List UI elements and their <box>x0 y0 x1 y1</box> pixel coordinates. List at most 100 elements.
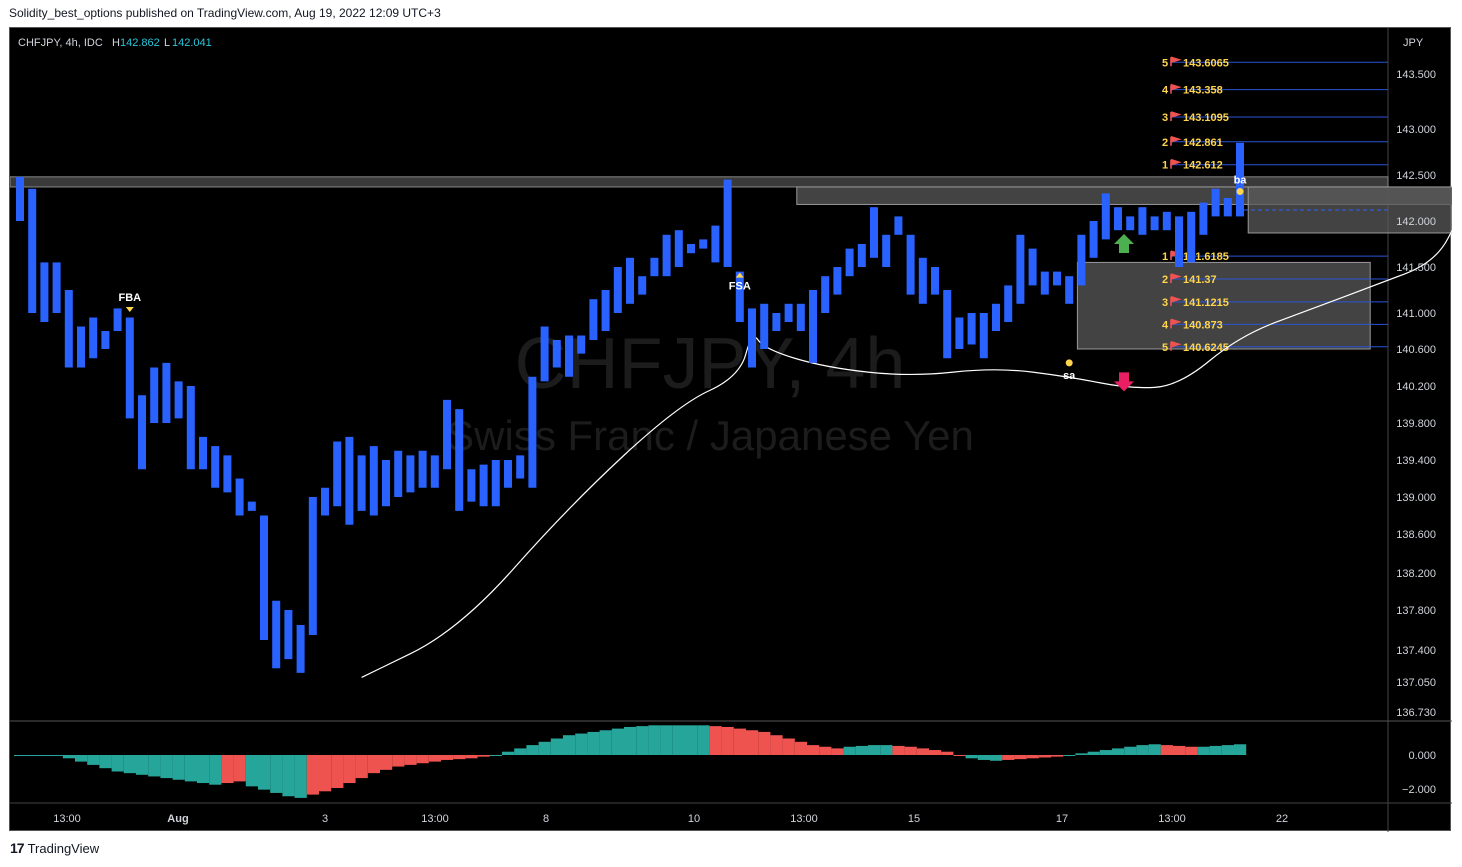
triangle-up-icon <box>735 272 744 278</box>
symbol-label: CHFJPY, 4h, IDC <box>18 37 103 49</box>
oscillator-bar <box>136 755 149 775</box>
price-bar <box>845 248 854 277</box>
high-label: H <box>112 37 120 49</box>
footer-brand: TradingView <box>27 840 100 856</box>
level-value-below-2: 141.1215 <box>1183 297 1229 309</box>
level-number-above-2: 3 <box>1162 112 1168 124</box>
level-number-below-0: 1 <box>1162 251 1168 263</box>
level-number-below-1: 2 <box>1162 274 1168 286</box>
y-tick-label: 140.600 <box>1396 344 1436 356</box>
annotation-label-1: FSA <box>729 281 751 293</box>
price-bar <box>748 308 756 368</box>
price-bar <box>613 267 622 313</box>
oscillator-bar <box>660 725 673 755</box>
price-bar <box>1089 221 1098 258</box>
price-bar <box>443 399 451 470</box>
price-bar <box>528 376 537 488</box>
zones-layer <box>10 176 1452 350</box>
price-bar <box>760 303 769 349</box>
oscillator-bar <box>355 755 368 779</box>
oscillator-bar <box>807 745 820 755</box>
price-bar <box>113 308 122 331</box>
oscillator-bar <box>819 746 832 755</box>
oscillator-bar <box>709 726 722 755</box>
oscillator-bar <box>794 741 807 755</box>
oscillator-bar <box>50 755 63 756</box>
price-bar <box>979 313 988 359</box>
price-bar <box>418 450 427 488</box>
footer[interactable]: 17 TradingView <box>10 840 99 856</box>
resistance-band <box>10 176 1389 188</box>
price-bar <box>735 271 744 322</box>
osc-tick-label: 0.000 <box>1408 750 1436 762</box>
price-bar <box>882 234 891 267</box>
oscillator-bar <box>758 731 771 755</box>
flag-icon <box>1170 83 1182 94</box>
bars-layer[interactable] <box>16 142 1244 673</box>
oscillator-bar <box>197 755 210 784</box>
oscillator-bar <box>599 730 612 755</box>
oscillator-bar <box>477 755 490 757</box>
oscillator-bar <box>855 745 868 755</box>
price-bar <box>1077 234 1086 286</box>
oscillator-bar <box>1075 753 1088 755</box>
price-bar <box>687 244 695 254</box>
triangle-down-icon <box>125 307 134 312</box>
oscillator-bar <box>892 745 905 755</box>
annotation-label-3: ba <box>1234 175 1248 187</box>
price-bar <box>223 455 232 493</box>
y-tick-label: 141.500 <box>1396 262 1436 274</box>
price-bar <box>101 331 110 349</box>
oscillator-bar <box>721 726 734 755</box>
y-tick-label: 139.800 <box>1396 418 1436 430</box>
price-bar <box>64 290 73 368</box>
price-bar <box>516 455 525 479</box>
currency-label: JPY <box>1403 37 1424 49</box>
x-tick-label: 3 <box>322 813 328 825</box>
trend-curve <box>361 229 1452 678</box>
level-value-below-3: 140.873 <box>1183 319 1223 331</box>
oscillator-bar <box>148 755 161 777</box>
y-tick-label: 142.500 <box>1396 170 1436 182</box>
signal-dot-icon <box>1065 359 1073 367</box>
price-bar <box>491 460 500 507</box>
level-value-above-3: 142.861 <box>1183 137 1223 149</box>
price-bar <box>711 225 720 263</box>
price-bar <box>638 276 647 295</box>
level-value-above-0: 143.6065 <box>1183 57 1229 69</box>
price-bar <box>125 317 134 419</box>
oscillator-bar <box>1173 745 1186 755</box>
flag-icon <box>1170 273 1182 283</box>
price-bar <box>540 326 549 382</box>
oscillator-bar <box>331 755 344 788</box>
level-value-above-1: 143.358 <box>1183 85 1223 97</box>
oscillator-bar <box>75 755 88 762</box>
price-bar <box>626 257 634 304</box>
oscillator-bar <box>1185 746 1198 755</box>
oscillator-bar <box>453 755 466 760</box>
price-bar <box>662 234 671 277</box>
axes-layer: 143.500 143.000 142.500 142.000 141.500 141.0… <box>53 69 1436 825</box>
price-bar <box>857 244 866 267</box>
x-tick-label: 22 <box>1276 813 1288 825</box>
oscillator-bar <box>428 755 441 762</box>
price-bar <box>1223 198 1232 217</box>
oscillator-bar <box>977 755 990 760</box>
level-number-above-1: 4 <box>1162 85 1169 97</box>
oscillator-bar <box>1099 750 1112 755</box>
level-number-above-0: 5 <box>1162 57 1168 69</box>
price-bar <box>406 455 415 493</box>
price-bar <box>650 257 659 277</box>
price-bar <box>1004 285 1013 322</box>
flag-icon <box>1170 111 1182 121</box>
oscillator-bar <box>624 726 637 755</box>
oscillator-bar <box>685 725 698 755</box>
level-value-below-4: 140.6245 <box>1183 342 1229 354</box>
oscillator-bar <box>575 733 588 755</box>
price-bar <box>1065 276 1074 304</box>
price-bar <box>40 262 49 322</box>
price-bar <box>723 179 732 267</box>
oscillator-bar <box>160 755 173 779</box>
